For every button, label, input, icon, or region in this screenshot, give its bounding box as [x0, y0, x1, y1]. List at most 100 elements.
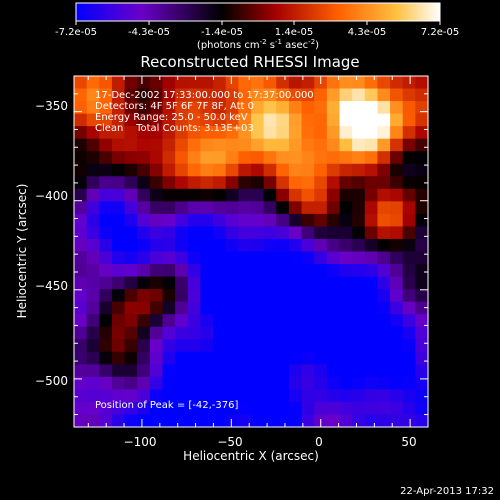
image-pixel: [326, 76, 341, 90]
image-pixel: [238, 276, 252, 290]
image-pixel: [86, 339, 100, 353]
image-pixel: [288, 339, 303, 353]
x-tick-label: 0: [315, 435, 323, 449]
image-pixel: [175, 414, 189, 428]
image-pixel: [364, 314, 379, 328]
image-pixel: [175, 314, 189, 328]
image-pixel: [364, 163, 379, 177]
image-pixel: [288, 401, 303, 416]
image-pixel: [377, 351, 391, 365]
image-pixel: [200, 101, 214, 115]
image-pixel: [276, 351, 290, 365]
image-pixel: [124, 289, 138, 303]
image-pixel: [390, 251, 404, 265]
image-pixel: [175, 264, 189, 278]
image-pixel: [200, 376, 214, 390]
image-pixel: [137, 126, 151, 140]
image-pixel: [74, 163, 88, 177]
image-pixel: [276, 339, 290, 353]
image-pixel: [301, 101, 315, 115]
image-pixel: [402, 176, 416, 190]
image-pixel: [238, 138, 252, 152]
image-pixel: [402, 213, 416, 228]
image-pixel: [288, 364, 303, 378]
image-pixel: [352, 113, 366, 127]
image-pixel: [99, 251, 113, 265]
image-pixel: [225, 414, 239, 428]
image-pixel: [149, 276, 164, 290]
image-pixel: [200, 389, 214, 403]
image-pixel: [402, 126, 416, 140]
image-pixel: [251, 414, 265, 428]
image-pixel: [175, 76, 189, 90]
image-pixel: [137, 151, 151, 165]
image-pixel: [415, 251, 429, 265]
image-pixel: [200, 163, 214, 177]
image-pixel: [86, 351, 100, 365]
image-pixel: [74, 364, 88, 378]
plot-frame: [73, 75, 429, 428]
image-pixel: [86, 138, 100, 152]
image-pixel: [238, 339, 252, 353]
image-pixel: [390, 163, 404, 177]
image-pixel: [276, 201, 290, 215]
image-pixel: [213, 213, 227, 228]
image-pixel: [402, 151, 416, 165]
image-pixel: [99, 213, 113, 228]
image-pixel: [364, 138, 379, 152]
image-pixel: [111, 226, 126, 240]
image-pixel: [326, 188, 341, 202]
image-pixel: [149, 376, 164, 390]
image-pixel: [263, 138, 277, 152]
image-pixel: [390, 238, 404, 253]
image-pixel: [124, 326, 138, 340]
image-pixel: [111, 101, 126, 115]
image-pixel: [238, 201, 252, 215]
image-pixel: [364, 376, 379, 390]
image-pixel: [111, 238, 126, 253]
image-pixel: [377, 226, 391, 240]
image-pixel: [314, 301, 328, 315]
image-pixel: [137, 376, 151, 390]
image-pixel: [162, 201, 176, 215]
image-pixel: [162, 326, 176, 340]
image-pixel: [74, 389, 88, 403]
image-pixel: [238, 163, 252, 177]
image-pixel: [162, 176, 176, 190]
x-tick-label: −50: [217, 435, 242, 449]
image-pixel: [238, 364, 252, 378]
image-pixel: [175, 163, 189, 177]
image-pixel: [124, 213, 138, 228]
image-pixel: [276, 88, 290, 102]
image-pixel: [251, 276, 265, 290]
image-pixel: [276, 213, 290, 228]
image-pixel: [187, 238, 202, 253]
image-pixel: [124, 276, 138, 290]
image-pixel: [402, 238, 416, 253]
image-pixel: [175, 376, 189, 390]
image-pixel: [137, 276, 151, 290]
image-pixel: [326, 213, 341, 228]
image-pixel: [402, 163, 416, 177]
image-pixel: [415, 126, 429, 140]
image-pixel: [124, 138, 138, 152]
image-pixel: [74, 401, 88, 416]
image-pixel: [86, 113, 100, 127]
image-pixel: [251, 176, 265, 190]
image-pixel: [251, 201, 265, 215]
image-pixel: [402, 76, 416, 90]
image-pixel: [377, 364, 391, 378]
annotation-line-detectors: Detectors: 4F 5F 6F 7F 8F, Att 0: [95, 101, 254, 112]
image-pixel: [213, 414, 227, 428]
image-pixel: [301, 201, 315, 215]
image-pixel: [301, 351, 315, 365]
image-pixel: [225, 188, 239, 202]
image-pixel: [137, 201, 151, 215]
image-pixel: [276, 76, 290, 90]
image-pixel: [251, 163, 265, 177]
image-pixel: [326, 289, 341, 303]
image-pixel: [187, 301, 202, 315]
image-pixel: [111, 113, 126, 127]
image-pixel: [200, 113, 214, 127]
x-tick-label: −100: [124, 435, 157, 449]
